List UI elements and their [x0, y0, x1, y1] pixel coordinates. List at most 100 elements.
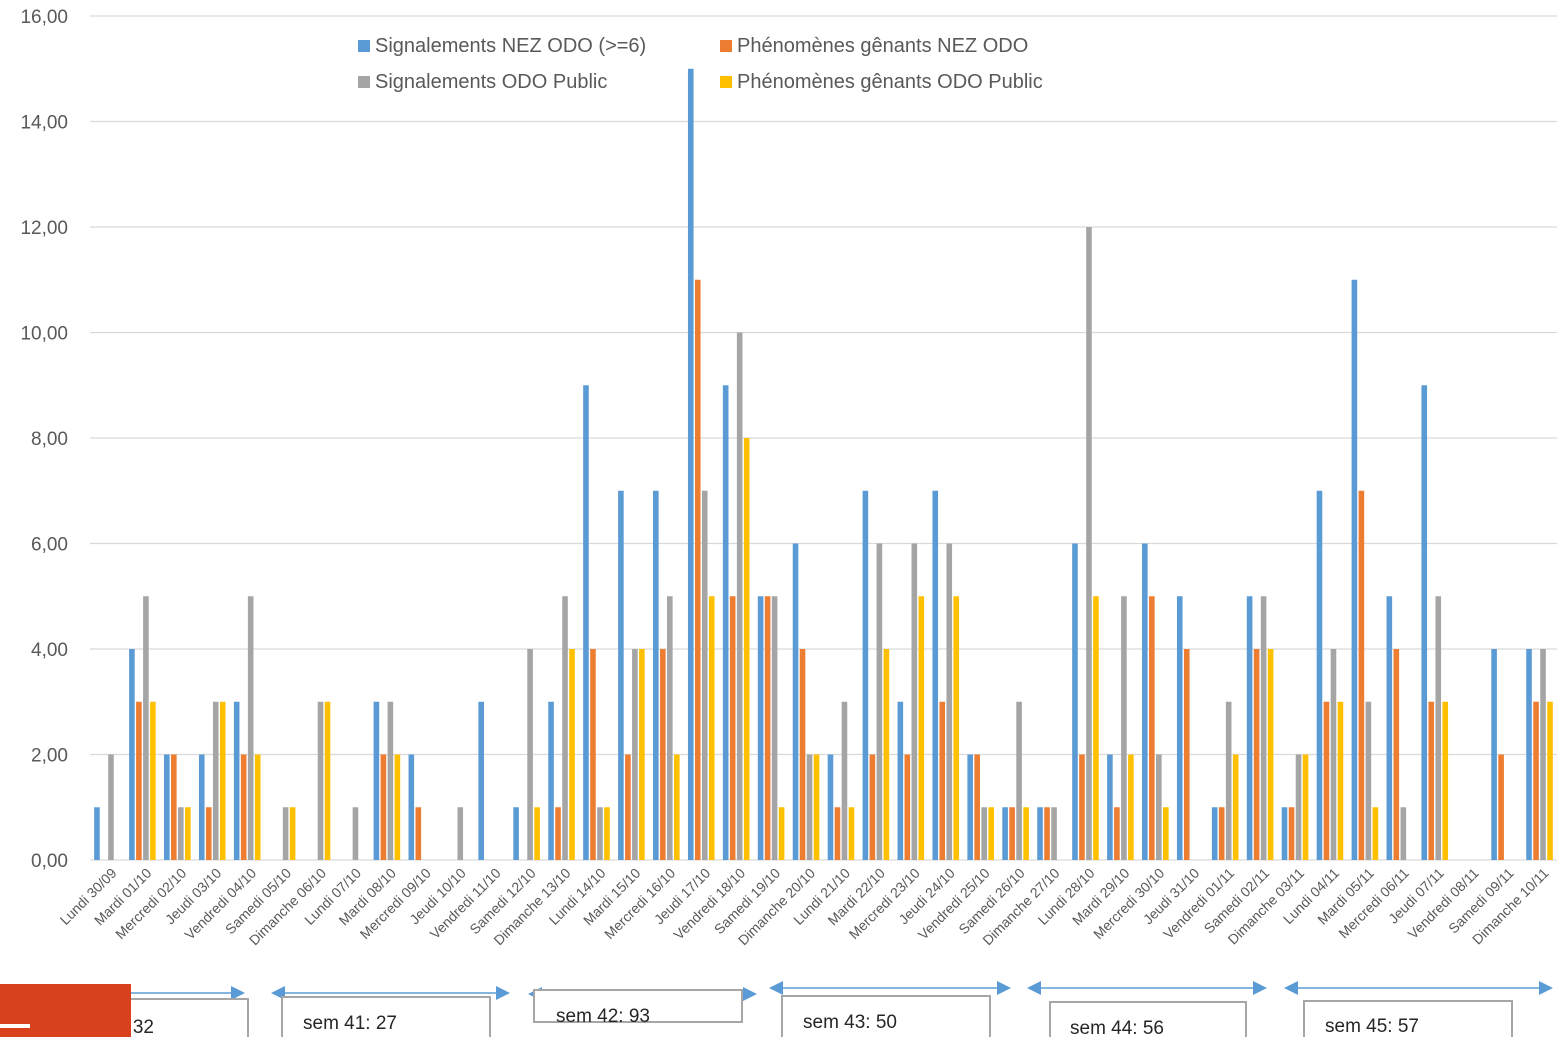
bar-signalements-odo-public-26 [1016, 701, 1022, 860]
y-axis: 0,00 2,00 4,00 6,00 8,00 10,00 12,00 14,00 16,00 [20, 7, 68, 872]
corner-logo [0, 984, 131, 1037]
bar-signalements-nez-odo-6--3 [198, 754, 205, 860]
bar-ph-nom-nes-g-nants-nez-odo-33 [1253, 649, 1260, 860]
week-arrow-head-right [231, 986, 245, 1000]
bar-signalements-nez-odo-6--15 [618, 490, 624, 860]
week-arrow-head-left [1027, 981, 1041, 995]
bar-signalements-odo-public-20 [806, 754, 813, 860]
bar-ph-nom-nes-g-nants-odo-public-38 [1442, 701, 1449, 860]
bar-signalements-nez-odo-6--37 [1386, 596, 1393, 860]
bar-signalements-odo-public-36 [1365, 701, 1372, 860]
bar-ph-nom-nes-g-nants-odo-public-20 [813, 754, 820, 860]
bar-signalements-nez-odo-6--31 [1176, 596, 1183, 860]
bar-signalements-nez-odo-6--35 [1316, 490, 1323, 860]
bar-ph-nom-nes-g-nants-nez-odo-35 [1323, 701, 1330, 860]
bar-signalements-odo-public-2 [178, 807, 184, 860]
bar-ph-nom-nes-g-nants-nez-odo-13 [555, 807, 561, 860]
bar-ph-nom-nes-g-nants-odo-public-30 [1163, 807, 1169, 860]
bar-ph-nom-nes-g-nants-odo-public-4 [254, 754, 261, 860]
bar-ph-nom-nes-g-nants-nez-odo-41 [1533, 701, 1539, 860]
legend-label: Phénomènes gênants ODO Public [737, 71, 1043, 93]
bar-signalements-nez-odo-6--21 [827, 754, 834, 860]
bar-signalements-nez-odo-6--12 [513, 807, 519, 860]
bar-ph-nom-nes-g-nants-odo-public-33 [1267, 649, 1274, 860]
bar-ph-nom-nes-g-nants-odo-public-5 [289, 807, 296, 860]
bar-ph-nom-nes-g-nants-nez-odo-27 [1044, 807, 1050, 860]
bar-signalements-odo-public-30 [1156, 754, 1162, 860]
bar-ph-nom-nes-g-nants-odo-public-36 [1372, 807, 1379, 860]
week-label: sem 45: 57 [1325, 1016, 1419, 1037]
bar-signalements-odo-public-28 [1086, 227, 1092, 860]
y-tick-label: 10,00 [20, 324, 68, 345]
y-tick-label: 4,00 [31, 640, 68, 661]
bar-ph-nom-nes-g-nants-odo-public-35 [1337, 701, 1344, 860]
bar-signalements-odo-public-14 [597, 807, 603, 860]
legend-label: Signalements NEZ ODO (>=6) [375, 35, 646, 57]
week-arrow [1284, 981, 1553, 995]
bar-signalements-odo-public-13 [562, 596, 568, 860]
bar-signalements-nez-odo-6--14 [583, 385, 589, 860]
bar-ph-nom-nes-g-nants-nez-odo-16 [660, 649, 666, 860]
bar-ph-nom-nes-g-nants-nez-odo-9 [415, 807, 422, 860]
bar-signalements-odo-public-21 [841, 701, 848, 860]
logo-block [0, 984, 131, 1037]
bars [94, 68, 1553, 860]
legend-swatch [720, 76, 732, 88]
bar-ph-nom-nes-g-nants-odo-public-1 [150, 701, 156, 860]
week-label: sem 41: 27 [303, 1013, 397, 1034]
bar-signalements-odo-public-10 [457, 807, 464, 860]
bar-signalements-nez-odo-6--4 [233, 701, 240, 860]
bar-ph-nom-nes-g-nants-nez-odo-28 [1079, 754, 1085, 860]
bar-signalements-odo-public-0 [108, 754, 114, 860]
bar-ph-nom-nes-g-nants-odo-public-28 [1093, 596, 1099, 860]
bar-ph-nom-nes-g-nants-odo-public-6 [324, 701, 331, 860]
bar-signalements-odo-public-38 [1435, 596, 1442, 860]
week-arrow-head-right [1253, 981, 1267, 995]
bar-signalements-nez-odo-6--36 [1351, 279, 1358, 860]
bar-signalements-nez-odo-6--23 [897, 701, 904, 860]
bar-ph-nom-nes-g-nants-odo-public-19 [778, 807, 785, 860]
y-tick-label: 8,00 [31, 429, 68, 450]
bar-signalements-odo-public-17 [701, 490, 708, 860]
bar-signalements-nez-odo-6--41 [1526, 649, 1532, 860]
bar-ph-nom-nes-g-nants-odo-public-26 [1023, 807, 1029, 860]
bar-signalements-odo-public-33 [1260, 596, 1267, 860]
bar-ph-nom-nes-g-nants-odo-public-15 [639, 649, 645, 860]
week-label-box [781, 995, 991, 1037]
bar-signalements-odo-public-22 [876, 543, 883, 860]
bar-signalements-odo-public-15 [632, 649, 638, 860]
legend-label: Phénomènes gênants NEZ ODO [737, 35, 1028, 57]
y-tick-label: 0,00 [31, 851, 68, 872]
bar-signalements-odo-public-35 [1330, 649, 1337, 860]
week-label: sem 42: 93 [556, 1006, 650, 1027]
bar-signalements-nez-odo-6--9 [408, 754, 415, 860]
bar-ph-nom-nes-g-nants-odo-public-34 [1302, 754, 1309, 860]
bar-ph-nom-nes-g-nants-odo-public-12 [534, 807, 540, 860]
bar-signalements-odo-public-8 [387, 701, 394, 860]
bar-signalements-nez-odo-6--13 [548, 701, 554, 860]
bar-ph-nom-nes-g-nants-odo-public-18 [743, 438, 750, 860]
bar-ph-nom-nes-g-nants-nez-odo-31 [1183, 649, 1190, 860]
week-label: sem 44: 56 [1070, 1018, 1164, 1037]
bar-signalements-odo-public-23 [911, 543, 918, 860]
bar-signalements-nez-odo-6--25 [967, 754, 973, 860]
bar-ph-nom-nes-g-nants-nez-odo-21 [834, 807, 841, 860]
bar-ph-nom-nes-g-nants-nez-odo-24 [939, 701, 946, 860]
legend-swatch [358, 40, 370, 52]
bar-signalements-odo-public-4 [247, 596, 254, 860]
week-label-box [533, 989, 743, 1023]
bar-signalements-nez-odo-6--26 [1002, 807, 1008, 860]
bar-ph-nom-nes-g-nants-nez-odo-1 [136, 701, 142, 860]
bar-signalements-nez-odo-6--0 [94, 807, 100, 860]
bar-ph-nom-nes-g-nants-odo-public-32 [1232, 754, 1239, 860]
bar-ph-nom-nes-g-nants-odo-public-21 [848, 807, 855, 860]
bar-signalements-odo-public-25 [981, 807, 987, 860]
week-label-box [281, 996, 491, 1037]
gridlines [90, 15, 1557, 861]
bar-signalements-nez-odo-6--24 [932, 490, 939, 860]
bar-ph-nom-nes-g-nants-nez-odo-38 [1428, 701, 1435, 860]
bar-ph-nom-nes-g-nants-nez-odo-19 [764, 596, 771, 860]
week-label-box [1049, 1001, 1247, 1037]
week-arrow-head-right [997, 981, 1011, 995]
